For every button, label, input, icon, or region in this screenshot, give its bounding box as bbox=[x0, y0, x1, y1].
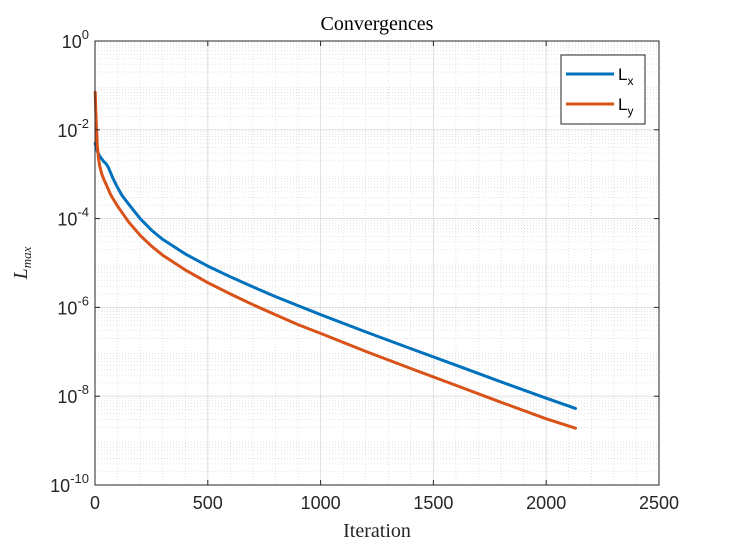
y-tick-label: 100 bbox=[62, 27, 89, 52]
legend-label-lx-main: L bbox=[618, 65, 627, 84]
grid bbox=[94, 40, 660, 486]
legend-label-ly-sub: y bbox=[627, 104, 633, 118]
x-tick-labels: 0 500 1000 1500 2000 2500 bbox=[90, 493, 679, 513]
series-line-lx bbox=[93, 141, 577, 410]
chart-title: Convergences bbox=[321, 13, 434, 35]
y-axis-label: Lmax bbox=[10, 246, 34, 280]
y-tick-labels: 100 10-2 10-4 10-6 10-8 10-10 bbox=[50, 27, 89, 496]
legend-label-ly-main: L bbox=[618, 95, 627, 114]
legend-label-lx: Lx bbox=[618, 65, 633, 88]
x-tick-label: 500 bbox=[193, 493, 223, 513]
series-line-ly bbox=[93, 90, 577, 430]
x-tick-label: 2000 bbox=[526, 493, 566, 513]
y-tick-label: 10-4 bbox=[57, 205, 89, 230]
y-tick-label: 10-8 bbox=[57, 382, 89, 407]
y-axis-label-sub: max bbox=[19, 246, 34, 268]
x-tick-label: 1500 bbox=[413, 493, 453, 513]
y-tick-label: 10-2 bbox=[57, 116, 89, 141]
y-tick-label: 10-6 bbox=[57, 293, 89, 318]
legend-box bbox=[560, 54, 646, 125]
axes-box bbox=[94, 40, 660, 486]
y-axis-label-main: L bbox=[10, 268, 32, 280]
legend: Lx Ly bbox=[560, 54, 646, 125]
legend-label-lx-sub: x bbox=[627, 74, 633, 88]
series-layer bbox=[93, 90, 577, 430]
x-tick-label: 1000 bbox=[301, 493, 341, 513]
x-tick-label: 0 bbox=[90, 493, 100, 513]
tick-marks bbox=[94, 40, 660, 486]
y-tick-label: 10-10 bbox=[50, 471, 89, 496]
x-tick-label: 2500 bbox=[639, 493, 679, 513]
x-axis-label: Iteration bbox=[343, 520, 411, 542]
legend-label-ly: Ly bbox=[618, 95, 633, 118]
